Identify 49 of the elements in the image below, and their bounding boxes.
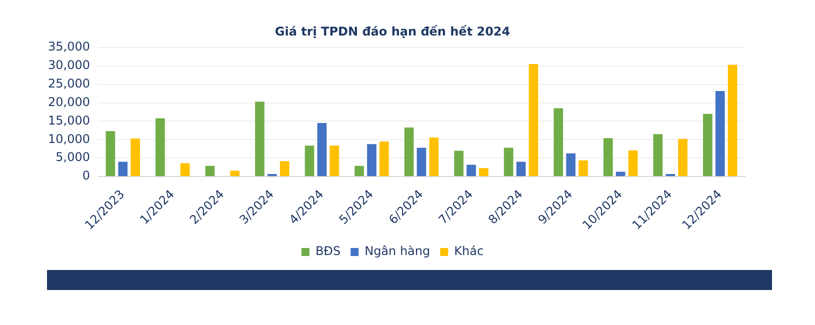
bar <box>678 138 688 176</box>
bar <box>628 150 638 176</box>
y-tick-label: 0 <box>82 168 90 183</box>
bar <box>416 148 426 176</box>
bar <box>380 142 389 176</box>
y-tick-label: 5,000 <box>56 150 90 164</box>
bar <box>715 90 725 176</box>
bar <box>118 162 128 176</box>
legend-label: BĐS <box>315 244 341 258</box>
bar <box>180 163 190 176</box>
legend-label: Khác <box>454 244 484 258</box>
bar <box>255 102 264 176</box>
chart-title: Giá trị TPDN đáo hạn đến hết 2024 <box>274 24 510 38</box>
bar <box>304 146 314 176</box>
bar <box>603 138 613 176</box>
bar <box>330 146 340 176</box>
bar <box>528 64 538 176</box>
bar <box>566 153 576 176</box>
bar <box>367 144 376 176</box>
bar <box>578 160 588 176</box>
y-tick-label: 30,000 <box>48 58 90 72</box>
bar <box>130 138 140 176</box>
bar <box>454 150 464 176</box>
bar <box>703 114 712 176</box>
bar <box>106 131 116 176</box>
bar <box>616 172 626 176</box>
bar <box>504 148 514 176</box>
bar <box>479 168 488 176</box>
y-tick-label: 35,000 <box>48 40 90 54</box>
bar <box>354 166 364 176</box>
bar <box>653 134 663 176</box>
y-tick-label: 25,000 <box>48 76 90 90</box>
bar <box>429 137 439 176</box>
bar <box>230 170 240 176</box>
bar <box>516 162 526 176</box>
bar <box>404 127 414 176</box>
bar <box>317 123 327 176</box>
bar <box>205 166 215 176</box>
y-tick-label: 10,000 <box>48 132 90 146</box>
bar <box>156 118 165 176</box>
bar <box>280 161 290 176</box>
bar <box>466 164 476 176</box>
bar <box>268 174 277 176</box>
legend-label: Ngân hàng <box>364 244 430 258</box>
bar <box>554 108 564 176</box>
y-tick-label: 20,000 <box>48 94 90 109</box>
bar <box>728 64 738 176</box>
bar <box>666 174 676 176</box>
y-tick-label: 15,000 <box>48 113 90 128</box>
